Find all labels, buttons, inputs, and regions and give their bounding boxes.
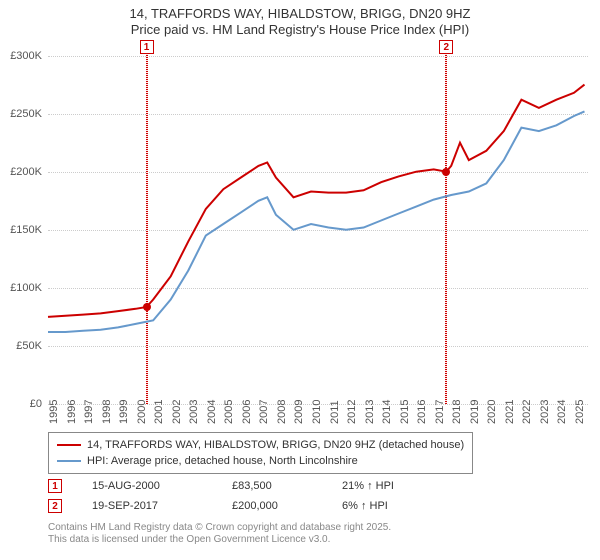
chart-title: 14, TRAFFORDS WAY, HIBALDSTOW, BRIGG, DN…: [0, 0, 600, 39]
transaction-date: 19-SEP-2017: [92, 500, 202, 512]
legend-swatch: [57, 444, 81, 446]
legend: 14, TRAFFORDS WAY, HIBALDSTOW, BRIGG, DN…: [48, 432, 473, 474]
transaction-pct: 21% ↑ HPI: [342, 480, 442, 492]
transaction-marker: 2: [48, 499, 62, 513]
transaction-date: 15-AUG-2000: [92, 480, 202, 492]
y-axis-label: £300K: [2, 50, 42, 62]
footer-line-1: Contains HM Land Registry data © Crown c…: [48, 522, 391, 534]
marker-dot: [143, 303, 151, 311]
transaction-row: 2 19-SEP-2017 £200,000 6% ↑ HPI: [48, 496, 442, 516]
marker-label: 2: [439, 40, 453, 54]
footer-line-2: This data is licensed under the Open Gov…: [48, 534, 391, 546]
footer-attribution: Contains HM Land Registry data © Crown c…: [48, 522, 391, 546]
y-axis-label: £100K: [2, 282, 42, 294]
y-axis-label: £0: [2, 398, 42, 410]
series-line-price_paid: [48, 85, 585, 317]
y-axis-label: £50K: [2, 340, 42, 352]
series-line-hpi: [48, 111, 585, 332]
chart-lines: [48, 44, 588, 404]
transaction-row: 1 15-AUG-2000 £83,500 21% ↑ HPI: [48, 476, 442, 496]
legend-item: 14, TRAFFORDS WAY, HIBALDSTOW, BRIGG, DN…: [57, 437, 464, 453]
legend-label: HPI: Average price, detached house, Nort…: [87, 455, 358, 467]
marker-dot: [442, 168, 450, 176]
transaction-marker: 1: [48, 479, 62, 493]
transaction-price: £83,500: [232, 480, 312, 492]
transaction-pct: 6% ↑ HPI: [342, 500, 442, 512]
transaction-price: £200,000: [232, 500, 312, 512]
title-line-1: 14, TRAFFORDS WAY, HIBALDSTOW, BRIGG, DN…: [0, 6, 600, 22]
legend-swatch: [57, 460, 81, 462]
marker-label: 1: [140, 40, 154, 54]
price-chart: £0£50K£100K£150K£200K£250K£300K199519961…: [48, 44, 588, 404]
y-axis-label: £250K: [2, 108, 42, 120]
legend-item: HPI: Average price, detached house, Nort…: [57, 453, 464, 469]
transactions-table: 1 15-AUG-2000 £83,500 21% ↑ HPI 2 19-SEP-2017…: [48, 476, 442, 516]
y-axis-label: £150K: [2, 224, 42, 236]
legend-label: 14, TRAFFORDS WAY, HIBALDSTOW, BRIGG, DN…: [87, 439, 464, 451]
title-line-2: Price paid vs. HM Land Registry's House …: [0, 22, 600, 38]
y-axis-label: £200K: [2, 166, 42, 178]
